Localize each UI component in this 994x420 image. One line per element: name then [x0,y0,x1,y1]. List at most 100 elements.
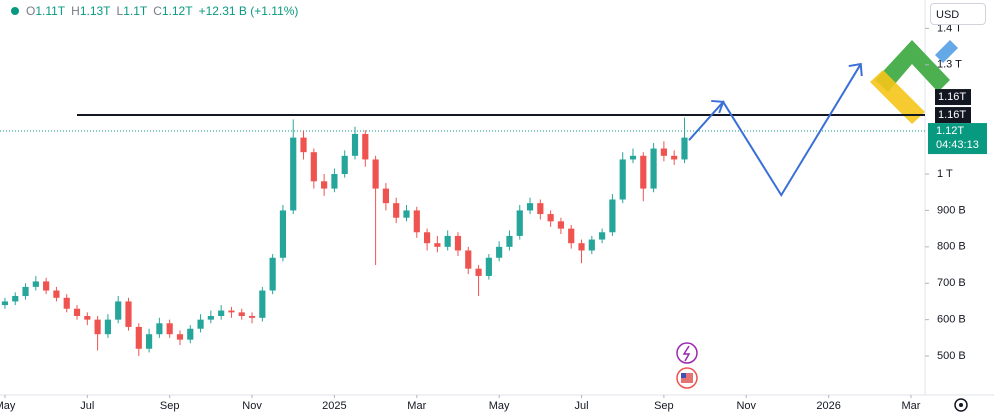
candle-body [166,323,173,335]
candle-body [454,235,462,251]
candle-body [372,159,379,189]
settings-icon[interactable] [954,398,968,412]
ohlc-value: 1.13T [79,4,111,18]
candle-body [53,290,60,298]
y-tick-label: 800 B [937,241,966,253]
candle-body [135,326,142,349]
legend: O1.11T H1.13T L1.1T C1.12T +12.31 B (+1.11%) [10,4,298,18]
candle-body [393,203,400,218]
x-tick-label: 2025 [322,400,346,412]
y-tick-label: 1 T [937,168,953,180]
candle-body [73,308,81,316]
candle-body [619,159,626,200]
ohlc-value: 1.1T [123,4,148,18]
ohlc-key: L [116,4,124,18]
y-tick-label: 500 B [937,350,966,362]
candle-body [568,228,575,244]
y-tick-label: 700 B [937,277,966,289]
candle-body [444,235,451,247]
candle-body [362,133,369,160]
candle-body [43,281,50,291]
candle-body [269,257,276,291]
price-tag [935,107,971,124]
ohlc-item: L1.1T [117,4,148,18]
candle-body [259,290,266,318]
x-tick-label: May [0,400,16,412]
candle-body [599,232,606,240]
x-tick-label: Mar [902,400,921,412]
x-tick-label: Mar [407,400,426,412]
candle-body [547,214,554,222]
candle-body [660,148,667,156]
candle-body [115,301,122,320]
candle-body [578,243,585,251]
price-tag [935,89,971,106]
candle-body [1,301,9,306]
ohlc-key: H [71,4,80,18]
x-tick-label: Jul [80,400,94,412]
y-tick-label: 900 B [937,204,966,216]
candle-body [197,319,204,329]
candle-body [506,235,513,247]
candle-body [156,323,163,335]
ohlc-value: 1.12T [161,4,193,18]
candle-body [32,281,39,287]
candle-body [516,210,523,236]
candle-body [238,312,245,316]
candle-body [434,243,441,247]
event-icon[interactable] [676,342,698,364]
candle-body [104,319,111,335]
forecast-arrowhead [711,99,725,114]
candle-body [351,133,359,156]
candle-body [12,295,19,302]
candle-body [629,155,637,160]
x-tick-label: Nov [736,400,756,412]
candle-body [671,155,678,160]
candle-body [310,152,317,182]
candle-body [526,203,534,211]
last-price-label: 1.12T [936,125,964,137]
candle-body [403,210,410,218]
candle-body [22,286,29,296]
x-tick-label: Nov [242,400,262,412]
last-price-tag [928,123,987,155]
x-tick-label: May [489,400,510,412]
y-tick-label: 600 B [937,314,966,326]
candle-body [321,181,328,189]
candle-body [84,316,91,320]
ohlc-item: C1.12T [153,4,192,18]
forecast-arrowhead [848,62,863,77]
candle-body [496,246,503,258]
price-tag-label: 1.16T [938,91,966,103]
ohlc-item: H1.13T [71,4,110,18]
x-tick-label: 2026 [816,400,840,412]
y-tick-label: 1.3 T [937,59,962,71]
candle-body [300,137,307,153]
candle-body [537,203,544,215]
change: +12.31 B (+1.11%) [198,4,299,18]
logo [870,40,958,124]
currency-button[interactable]: USD [930,3,986,25]
price-tag-label: 1.16T [938,109,966,121]
x-tick-label: Jul [574,400,588,412]
candle-body [248,316,256,318]
candle-body [63,297,70,309]
candle-body [640,155,647,189]
status-dot [11,7,19,15]
candle-body [145,334,153,349]
candle-body [382,188,389,204]
candle-body [207,316,214,320]
candle-body [557,221,565,229]
candle-body [125,301,132,327]
candle-body [681,137,688,160]
event-icon[interactable] [676,367,698,389]
candle-body [413,210,420,233]
candle-body [279,210,287,258]
candle-body [218,310,225,316]
candle-body [228,310,235,313]
candle-body [609,199,616,233]
candle-body [341,155,348,175]
candle-body [331,174,338,189]
